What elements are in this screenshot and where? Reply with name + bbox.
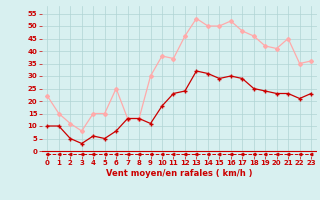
X-axis label: Vent moyen/en rafales ( km/h ): Vent moyen/en rafales ( km/h ) bbox=[106, 169, 252, 178]
